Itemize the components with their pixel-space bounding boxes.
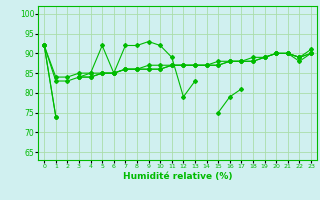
X-axis label: Humidité relative (%): Humidité relative (%) (123, 172, 232, 181)
